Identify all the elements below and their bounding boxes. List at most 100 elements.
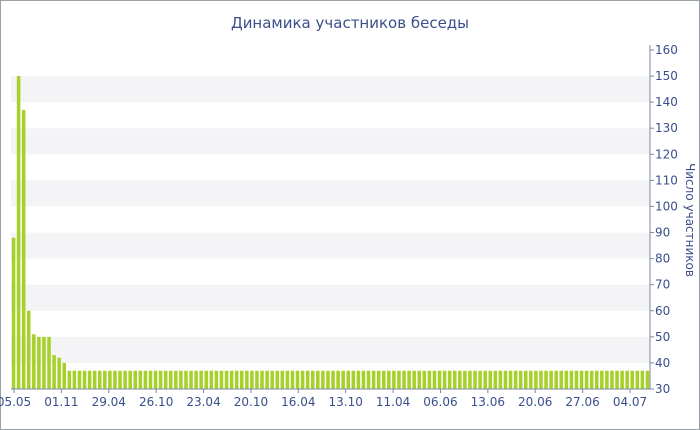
bar[interactable] [366,370,371,389]
bar[interactable] [442,370,447,389]
bar[interactable] [503,370,508,389]
bar[interactable] [250,370,254,389]
bar[interactable] [184,370,188,389]
bar[interactable] [387,370,391,389]
bar[interactable] [523,370,528,389]
bar[interactable] [214,370,219,389]
bar[interactable] [478,370,482,389]
bar[interactable] [179,370,183,389]
bar[interactable] [148,370,153,389]
bar[interactable] [463,370,467,389]
bar[interactable] [625,370,629,389]
bar[interactable] [21,109,26,389]
bar[interactable] [280,370,285,389]
bar[interactable] [224,370,229,389]
bar[interactable] [42,336,46,389]
bar[interactable] [113,370,117,389]
bar[interactable] [351,370,356,389]
bar[interactable] [544,370,548,389]
bar[interactable] [316,370,320,389]
bar[interactable] [356,370,361,389]
bar[interactable] [402,370,406,389]
bar[interactable] [11,237,16,389]
bar[interactable] [589,370,594,389]
bar[interactable] [331,370,335,389]
bar[interactable] [300,370,305,389]
bar[interactable] [138,370,143,389]
bar[interactable] [67,370,72,389]
bar[interactable] [265,370,269,389]
bar[interactable] [483,370,487,389]
bar[interactable] [432,370,437,389]
bar[interactable] [260,370,264,389]
bar[interactable] [128,370,132,389]
bar[interactable] [255,370,259,389]
bar[interactable] [32,334,36,389]
bar[interactable] [189,370,193,389]
bar[interactable] [275,370,280,389]
bar[interactable] [290,370,295,389]
bar[interactable] [77,370,82,389]
bar[interactable] [554,370,558,389]
bar[interactable] [574,370,579,389]
bar[interactable] [174,370,178,389]
bar[interactable] [219,370,224,389]
bar[interactable] [163,370,168,389]
bar[interactable] [376,370,381,389]
bar[interactable] [62,362,67,389]
bar[interactable] [417,370,422,389]
bar[interactable] [488,370,493,389]
bar[interactable] [52,355,56,389]
bar[interactable] [234,370,239,389]
bar[interactable] [468,370,472,389]
bar[interactable] [82,370,87,389]
bar[interactable] [437,370,442,389]
bar[interactable] [97,370,102,389]
bar[interactable] [392,370,396,389]
bar[interactable] [103,370,107,389]
bar[interactable] [640,370,645,389]
bar[interactable] [549,370,553,389]
bar[interactable] [498,370,503,389]
bar[interactable] [564,370,569,389]
bar[interactable] [529,370,533,389]
bar[interactable] [305,370,310,389]
bar[interactable] [559,370,564,389]
bar[interactable] [493,370,498,389]
bar[interactable] [92,370,97,389]
bar[interactable] [584,370,589,389]
bar[interactable] [412,370,416,389]
bar[interactable] [123,370,127,389]
bar[interactable] [194,370,198,389]
bar[interactable] [168,370,173,389]
bar[interactable] [458,370,462,389]
bar[interactable] [513,370,518,389]
bar[interactable] [594,370,599,389]
bar[interactable] [610,370,614,389]
bar[interactable] [37,336,41,389]
bar[interactable] [133,370,138,389]
bar[interactable] [310,370,315,389]
bar[interactable] [473,370,477,389]
bar[interactable] [245,370,249,389]
bar[interactable] [371,370,376,389]
bar[interactable] [346,370,351,389]
bar[interactable] [72,370,77,389]
bar[interactable] [381,370,386,389]
bar[interactable] [407,370,411,389]
bar[interactable] [199,370,203,389]
bar[interactable] [635,370,640,389]
bar[interactable] [239,370,244,389]
bar[interactable] [16,76,21,390]
bar[interactable] [204,370,209,389]
bar[interactable] [295,370,300,389]
bar[interactable] [270,370,274,389]
bar[interactable] [153,370,158,389]
bar[interactable] [341,370,345,389]
bar[interactable] [447,370,452,389]
bar[interactable] [285,370,290,389]
bar[interactable] [229,370,234,389]
bar[interactable] [108,370,112,389]
bar[interactable] [326,370,330,389]
bar[interactable] [158,370,163,389]
